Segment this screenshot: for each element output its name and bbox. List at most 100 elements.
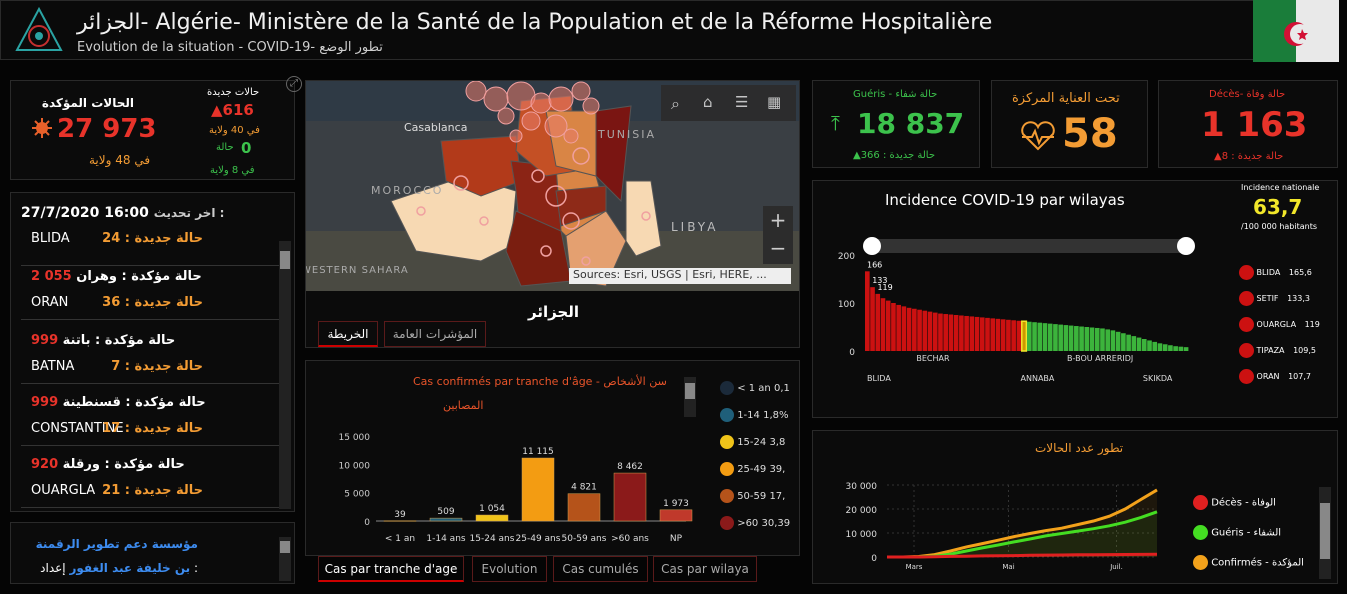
bar-value-label: 1 054	[479, 504, 505, 514]
evolution-panel: تطور عدد الحالات 0 10 000 20 000 30 000 Mars…	[812, 430, 1338, 584]
wilaya-row[interactable]: 920 حالة مؤكدة : ورقلة OUARGLA حالة جديدة …	[21, 445, 289, 508]
y-tick-label: 30 000	[846, 482, 878, 492]
credits-panel: مؤسسة دعم تطوير الرقمنة بن خليفة عبد الغ…	[10, 522, 295, 584]
incidence-bar	[948, 314, 954, 351]
age-legend-item: >60 30,39	[720, 516, 799, 543]
age-chart-scrollbar[interactable]	[684, 377, 696, 417]
wilaya-confirmed-value: 920	[31, 457, 59, 472]
range-slider[interactable]	[863, 237, 1195, 255]
legend-value: 107,7	[1288, 372, 1311, 381]
incidence-bar	[1100, 328, 1105, 351]
legend-swatch	[720, 516, 734, 530]
legend-label: 15-24	[737, 437, 767, 448]
wilaya-row[interactable]: BLIDA حالة جديدة : 24	[21, 231, 289, 266]
map-panel[interactable]: Casablanca MOROCCO TUNISIA LIBYA WESTERN…	[305, 80, 800, 348]
x-tick-label: Mai	[1002, 563, 1014, 571]
credits-scrollbar[interactable]	[279, 537, 291, 581]
series-area	[887, 489, 1157, 557]
wilaya-ar-name: باتنة	[62, 333, 91, 348]
tab-cumulative-cases[interactable]: Cas cumulés	[553, 556, 648, 582]
tab-map[interactable]: الخريطة	[318, 321, 378, 347]
wilaya-row[interactable]: 999 حالة مؤكدة : قسنطينة CONSTANTINE حالة …	[21, 383, 289, 446]
new-cases-value: ▲616	[211, 101, 254, 119]
credits-author-name: بن خليفة عبد الغفور	[69, 561, 191, 575]
incidence-bar	[1147, 340, 1152, 351]
tab-cases-by-wilaya[interactable]: Cas par wilaya	[653, 556, 757, 582]
scrollbar-thumb[interactable]	[685, 383, 695, 399]
recovered-label: Guéris - حالة شفاء	[853, 89, 938, 100]
x-tick-label: 15-24 ans	[470, 534, 515, 544]
x-tick-label: SKIKDA	[1143, 374, 1173, 383]
wilaya-confirmed-value: 999	[31, 333, 59, 348]
wilaya-list-scrollbar[interactable]	[279, 241, 291, 509]
y-tick-label: 10 000	[846, 530, 878, 540]
legend-swatch	[1239, 343, 1254, 358]
evolution-legend: Décès - الوفاة Guéris - الشفاء Confirmés…	[1193, 495, 1323, 583]
confirmed-label: الحالات المؤكدة	[41, 96, 134, 110]
incidence-bar	[870, 287, 875, 351]
incidence-bar	[912, 308, 917, 351]
range-slider-start-handle[interactable]	[863, 237, 881, 255]
age-chart-panel: Cas confirmés par tranche d'âge - سن الأ…	[305, 360, 800, 556]
age-bar	[429, 517, 463, 522]
zoom-out-button[interactable]: −	[769, 236, 787, 260]
range-slider-end-handle[interactable]	[1177, 237, 1195, 255]
age-legend-item: 15-24 3,8	[720, 435, 799, 462]
incidence-bar	[1141, 339, 1147, 351]
wilaya-fr-name: CONSTANTINE	[31, 421, 124, 436]
wilaya-row-top: 999 حالة مؤكدة : قسنطينة	[31, 395, 206, 410]
zoom-in-button[interactable]: +	[769, 208, 787, 232]
wilaya-row[interactable]: 999 حالة مؤكدة : باتنة BATNA حالة جديدة : …	[21, 321, 289, 384]
search-icon[interactable]: ⌕	[671, 94, 680, 113]
age-bar	[659, 509, 693, 522]
tab-cases-by-age[interactable]: Cas par tranche d'age	[318, 556, 464, 582]
update-date-value: 27/7/2020 16:00	[21, 205, 149, 221]
incidence-bar	[995, 318, 1001, 351]
ministry-logo-icon	[15, 6, 63, 51]
incidence-bar	[1042, 323, 1048, 351]
zero-cases-label: حالة	[216, 142, 234, 153]
scrollbar-thumb[interactable]	[280, 251, 290, 269]
expand-icon[interactable]: ⤢	[286, 76, 302, 92]
legend-label: BLIDA	[1256, 268, 1281, 277]
wilaya-new-cases: حالة جديدة : 17	[102, 421, 203, 436]
evolution-legend-scrollbar[interactable]	[1319, 487, 1331, 579]
series-line	[887, 552, 1158, 559]
evolution-legend-item: Guéris - الشفاء	[1193, 525, 1323, 555]
incidence-bar	[885, 300, 891, 351]
tab-evolution[interactable]: Evolution	[472, 556, 547, 582]
legend-swatch	[1193, 525, 1208, 540]
incidence-bar	[917, 309, 922, 351]
x-tick-label: NP	[670, 534, 683, 544]
incidence-bar	[906, 307, 912, 351]
wilaya-row-top: 2 055 حالة مؤكدة : وهران	[31, 269, 202, 284]
home-icon[interactable]: ⌂	[703, 93, 713, 111]
incidence-bar	[922, 310, 928, 351]
basemap-gallery-icon[interactable]: ▦	[767, 93, 782, 111]
new-cases-wilayas: في 40 ولاية	[209, 125, 260, 136]
y-tick-label: 15 000	[339, 433, 371, 443]
scrollbar-thumb[interactable]	[280, 541, 290, 553]
map-footer: الجزائر	[306, 291, 799, 347]
legend-swatch	[1193, 495, 1208, 510]
list-icon[interactable]: ☰	[735, 93, 749, 111]
legend-value: 109,5	[1293, 346, 1316, 355]
recovered-value: 18 837	[857, 107, 965, 140]
x-tick-label: 50-59 ans	[562, 534, 607, 544]
map-attribution[interactable]: Sources: Esri, USGS | Esri, HERE, ...	[569, 268, 791, 284]
bar-value-label: 1 973	[663, 499, 689, 509]
tab-general-indicators[interactable]: المؤشرات العامة	[384, 321, 486, 347]
wilaya-confirmed-label: حالة مؤكدة :	[125, 395, 206, 410]
legend-swatch	[1239, 369, 1254, 384]
incidence-bar	[985, 317, 990, 351]
incidence-legend: BLIDA 165,6 SETIF 133,3 OUARGLA 119 TIPA…	[1239, 265, 1335, 399]
age-bar	[613, 472, 647, 522]
legend-label: < 1 an	[737, 383, 771, 394]
age-chart-title-2: المصابين	[443, 399, 484, 412]
wilaya-row[interactable]: 2 055 حالة مؤكدة : وهران ORAN حالة جديدة :…	[21, 257, 289, 320]
incidence-bar	[1016, 320, 1022, 351]
recovered-icon: ⤒	[831, 111, 840, 135]
incidence-bar	[1126, 334, 1131, 351]
scrollbar-thumb[interactable]	[1320, 503, 1330, 559]
incidence-bar	[1094, 327, 1100, 351]
